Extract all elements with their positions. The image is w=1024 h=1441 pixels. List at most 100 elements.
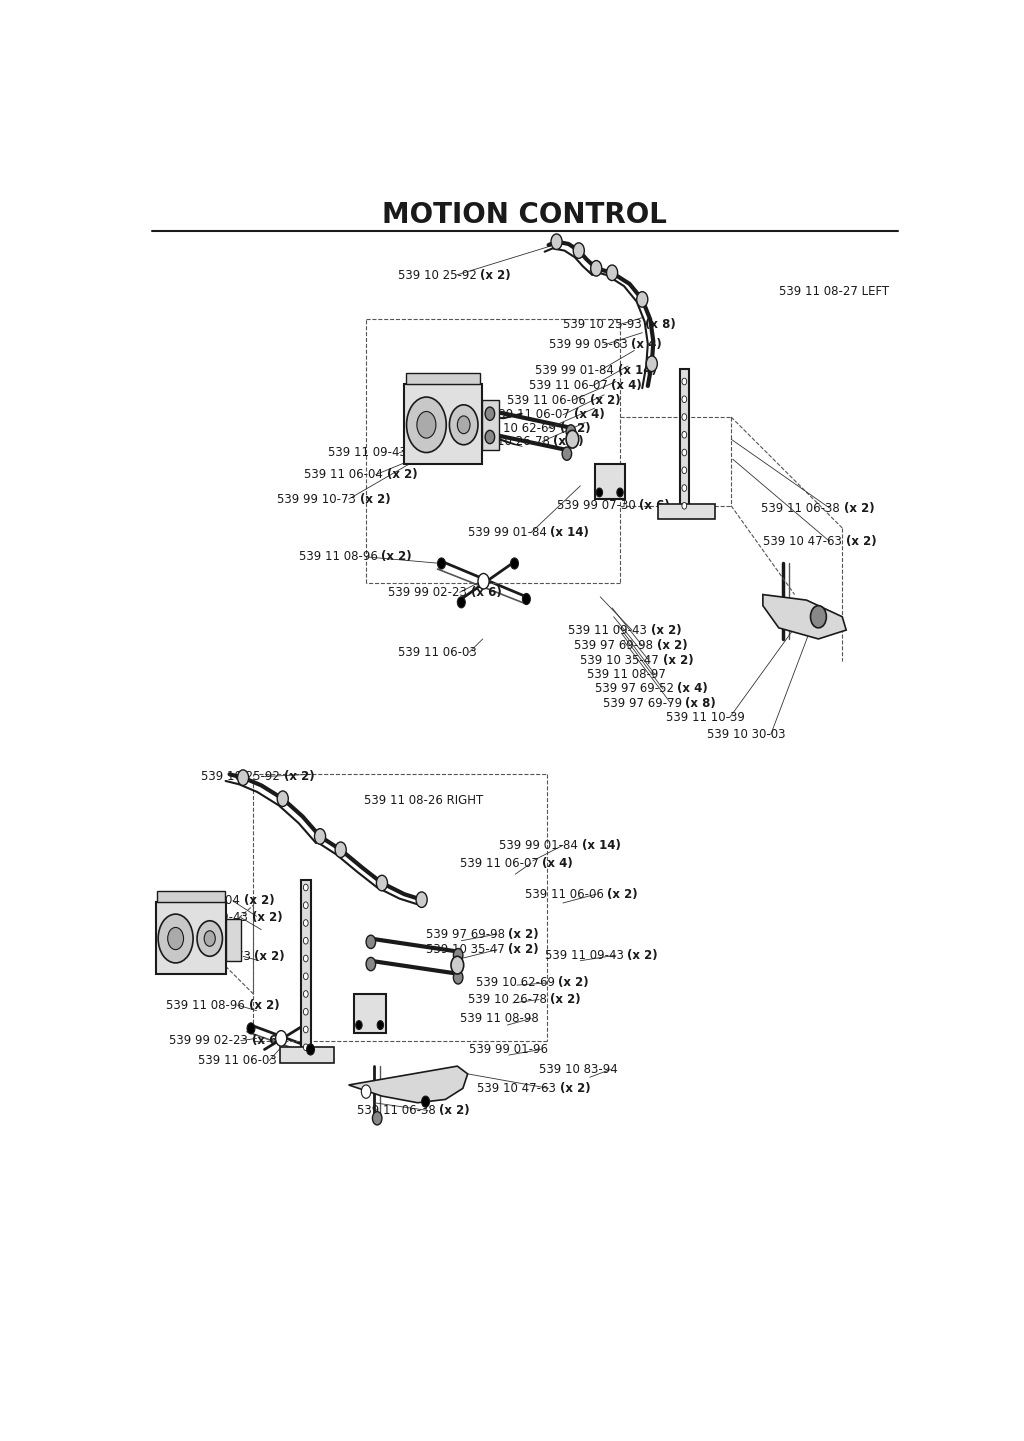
Text: 539 99 10-73: 539 99 10-73	[278, 493, 359, 506]
Text: 539 10 62-69: 539 10 62-69	[477, 422, 560, 435]
Text: 539 10 35-47: 539 10 35-47	[426, 942, 508, 957]
Circle shape	[197, 921, 222, 957]
Circle shape	[422, 1097, 430, 1107]
Text: (x 2): (x 2)	[254, 950, 285, 963]
Circle shape	[247, 1023, 255, 1035]
Text: (x 4): (x 4)	[611, 379, 642, 392]
Text: 539 11 06-06: 539 11 06-06	[507, 393, 590, 406]
Circle shape	[355, 1020, 362, 1029]
Text: (x 2): (x 2)	[381, 550, 412, 563]
Text: (x 4): (x 4)	[678, 683, 709, 696]
Circle shape	[377, 875, 387, 891]
Text: 539 99 01-84: 539 99 01-84	[500, 839, 582, 852]
Circle shape	[682, 378, 687, 385]
Circle shape	[522, 594, 530, 605]
Text: 539 99 02-23: 539 99 02-23	[169, 1035, 252, 1048]
Text: (x 4): (x 4)	[574, 408, 605, 421]
Text: 539 11 08-97: 539 11 08-97	[587, 669, 666, 682]
Circle shape	[682, 450, 687, 455]
Text: 539 11 10-39: 539 11 10-39	[666, 712, 744, 725]
Circle shape	[306, 1043, 314, 1055]
Circle shape	[454, 948, 463, 961]
Text: (x 2): (x 2)	[252, 911, 283, 924]
Text: 539 97 69-52: 539 97 69-52	[595, 683, 678, 696]
Text: 539 11 06-04: 539 11 06-04	[304, 468, 387, 481]
Text: (x 2): (x 2)	[387, 468, 418, 481]
Circle shape	[373, 1111, 382, 1125]
Text: (x 2): (x 2)	[553, 435, 584, 448]
Circle shape	[596, 488, 602, 497]
Circle shape	[417, 412, 436, 438]
Bar	[225, 918, 242, 961]
Text: 539 11 08-98: 539 11 08-98	[460, 1012, 539, 1025]
Circle shape	[591, 261, 602, 277]
Text: (x 2): (x 2)	[480, 268, 511, 281]
Circle shape	[562, 447, 571, 460]
Circle shape	[367, 935, 376, 948]
Text: 539 11 06-07: 539 11 06-07	[528, 379, 611, 392]
Text: 539 11 09-43: 539 11 09-43	[328, 447, 411, 460]
Circle shape	[566, 425, 575, 438]
Text: (x 2): (x 2)	[244, 895, 274, 908]
Text: 539 99 10-73: 539 99 10-73	[172, 950, 254, 963]
Text: 539 10 25-93: 539 10 25-93	[563, 318, 645, 331]
Bar	[406, 373, 480, 383]
Text: (x 2): (x 2)	[846, 535, 877, 548]
Text: 539 99 02-23: 539 99 02-23	[388, 586, 471, 599]
Text: (x 2): (x 2)	[663, 654, 693, 667]
Text: (x 4): (x 4)	[543, 856, 573, 869]
Text: (x 2): (x 2)	[607, 888, 638, 901]
Circle shape	[682, 396, 687, 402]
Text: 539 99 07-30: 539 99 07-30	[557, 499, 639, 513]
Circle shape	[682, 414, 687, 421]
Circle shape	[275, 1030, 287, 1046]
Circle shape	[377, 1020, 384, 1029]
Text: (x 2): (x 2)	[550, 993, 581, 1006]
Text: 539 11 08-96: 539 11 08-96	[166, 999, 249, 1012]
Circle shape	[551, 233, 562, 249]
Circle shape	[485, 406, 495, 421]
Bar	[482, 401, 500, 450]
Text: (x 14): (x 14)	[617, 365, 656, 378]
Circle shape	[278, 791, 289, 807]
Circle shape	[646, 356, 657, 372]
Text: 539 11 09-43: 539 11 09-43	[169, 911, 252, 924]
Text: 539 11 06-07: 539 11 06-07	[460, 856, 543, 869]
Text: 539 11 06-38: 539 11 06-38	[356, 1104, 439, 1117]
Bar	[354, 994, 386, 1033]
Text: 539 99 01-84: 539 99 01-84	[536, 365, 617, 378]
Circle shape	[478, 574, 489, 589]
Text: (x 2): (x 2)	[411, 447, 441, 460]
Text: 539 10 47-63: 539 10 47-63	[477, 1082, 560, 1095]
Circle shape	[335, 842, 346, 857]
Text: 539 11 06-38: 539 11 06-38	[761, 501, 844, 514]
Circle shape	[437, 558, 445, 569]
Text: (x 2): (x 2)	[284, 769, 314, 782]
Circle shape	[303, 990, 308, 997]
Text: 539 10 26-78: 539 10 26-78	[468, 993, 550, 1006]
Text: (x 4): (x 4)	[631, 339, 662, 352]
Bar	[301, 879, 310, 1055]
Circle shape	[238, 769, 249, 785]
Text: (x 2): (x 2)	[651, 624, 682, 637]
Circle shape	[458, 416, 470, 434]
Bar	[658, 503, 715, 519]
Circle shape	[303, 1043, 308, 1050]
Polygon shape	[348, 1066, 468, 1102]
Text: 539 10 25-92: 539 10 25-92	[201, 769, 284, 782]
Text: (x 8): (x 8)	[645, 318, 676, 331]
Text: (x 2): (x 2)	[558, 977, 589, 990]
Bar	[595, 464, 625, 499]
Circle shape	[407, 398, 446, 452]
Circle shape	[303, 919, 308, 927]
Bar	[281, 1048, 335, 1063]
Circle shape	[158, 914, 194, 963]
Text: (x 14): (x 14)	[582, 839, 621, 852]
Text: 539 11 06-06: 539 11 06-06	[524, 888, 607, 901]
Polygon shape	[763, 595, 846, 638]
Text: (x 2): (x 2)	[560, 1082, 591, 1095]
Circle shape	[303, 885, 308, 891]
Text: 539 11 09-43: 539 11 09-43	[545, 948, 628, 961]
Circle shape	[637, 291, 648, 307]
Text: (x 2): (x 2)	[590, 393, 621, 406]
